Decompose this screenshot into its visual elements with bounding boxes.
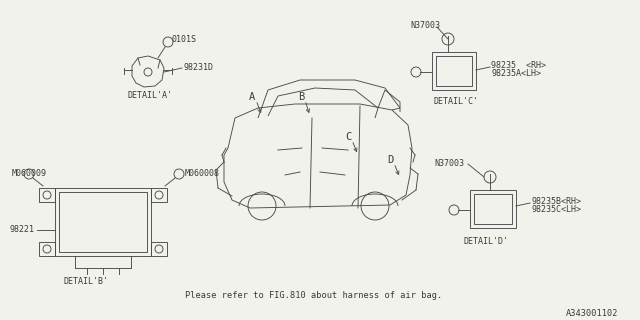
Text: C: C xyxy=(345,132,351,142)
Text: DETAIL'A': DETAIL'A' xyxy=(128,92,173,100)
Text: 98235C<LH>: 98235C<LH> xyxy=(531,204,581,213)
Bar xyxy=(39,242,55,256)
Text: DETAIL'D': DETAIL'D' xyxy=(464,237,509,246)
Bar xyxy=(432,52,476,90)
Text: M060008: M060008 xyxy=(185,169,220,178)
Text: 98235A<LH>: 98235A<LH> xyxy=(491,68,541,77)
Text: DETAIL'C': DETAIL'C' xyxy=(434,98,479,107)
Bar xyxy=(474,194,512,224)
Text: 98235  <RH>: 98235 <RH> xyxy=(491,60,546,69)
Text: 98231D: 98231D xyxy=(183,62,213,71)
Bar xyxy=(436,56,472,86)
Bar xyxy=(39,188,55,202)
Bar xyxy=(470,190,516,228)
Text: N37003: N37003 xyxy=(434,158,464,167)
Text: 98235B<RH>: 98235B<RH> xyxy=(531,196,581,205)
Text: A343001102: A343001102 xyxy=(566,308,618,317)
Bar xyxy=(59,192,147,252)
Bar xyxy=(55,188,151,256)
Text: 0101S: 0101S xyxy=(172,36,197,44)
Text: Please refer to FIG.810 about harness of air bag.: Please refer to FIG.810 about harness of… xyxy=(185,291,442,300)
Text: D: D xyxy=(387,155,393,165)
Text: DETAIL'B': DETAIL'B' xyxy=(63,277,108,286)
Text: A: A xyxy=(249,92,255,102)
Text: N37003: N37003 xyxy=(410,21,440,30)
Text: 98221: 98221 xyxy=(10,226,35,235)
Bar xyxy=(151,188,167,202)
Bar xyxy=(151,242,167,256)
Text: M060009: M060009 xyxy=(12,169,47,178)
Text: B: B xyxy=(298,92,304,102)
